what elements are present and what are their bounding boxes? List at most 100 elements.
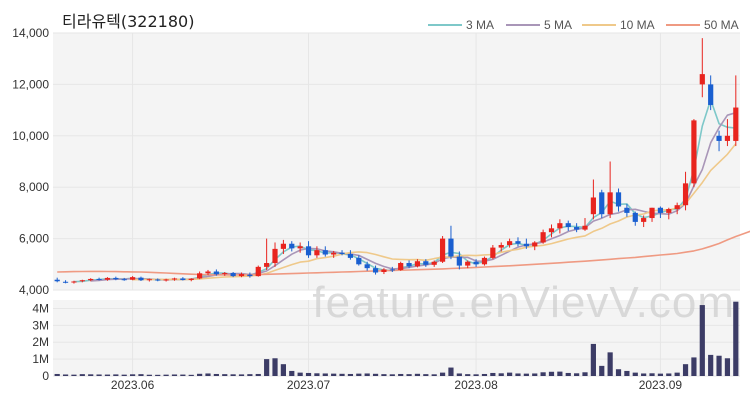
volume-bar xyxy=(104,374,111,376)
volume-bar xyxy=(599,365,605,376)
date-tick-label: 2023.09 xyxy=(639,378,683,392)
volume-bar xyxy=(129,374,136,376)
legend-label-ma5: 5 MA xyxy=(544,18,572,32)
volume-bar xyxy=(381,374,387,376)
candle xyxy=(439,236,446,264)
candle xyxy=(205,269,211,276)
candle-body xyxy=(574,227,580,230)
candle-body xyxy=(632,212,638,222)
volume-bar xyxy=(674,372,680,376)
candle xyxy=(674,202,680,215)
volume-bar xyxy=(113,374,119,376)
candle-body xyxy=(439,238,446,262)
candle-body xyxy=(682,183,689,206)
candle xyxy=(155,278,161,282)
volume-bar xyxy=(507,372,513,376)
candle xyxy=(264,238,270,270)
candle-body xyxy=(222,273,228,275)
candle xyxy=(582,218,588,231)
candle xyxy=(280,239,286,255)
volume-bar xyxy=(523,373,529,376)
candle xyxy=(682,171,689,211)
candle xyxy=(481,256,488,266)
volume-bar xyxy=(96,374,102,376)
price-tick-label: 14,000 xyxy=(12,26,49,40)
candle-body xyxy=(339,252,345,255)
candle xyxy=(255,265,261,277)
candle-body xyxy=(607,192,613,215)
volume-bar xyxy=(180,374,186,376)
volume-bars xyxy=(54,301,739,376)
candle xyxy=(414,259,421,268)
candle-body xyxy=(356,257,362,265)
candle-body xyxy=(490,247,496,258)
candle-body xyxy=(163,279,169,281)
candle xyxy=(180,277,186,281)
candle-body xyxy=(582,225,588,230)
candle xyxy=(197,271,203,280)
candle xyxy=(188,278,194,282)
candle-body xyxy=(180,278,186,280)
volume-bar xyxy=(473,374,479,376)
candle xyxy=(507,238,513,248)
candle xyxy=(716,130,722,152)
candle-body xyxy=(205,271,211,274)
volume-bar xyxy=(716,355,722,376)
x-grid xyxy=(132,33,661,376)
volume-bar xyxy=(607,352,613,376)
volume-bar xyxy=(574,373,580,376)
legend-label-ma3: 3 MA xyxy=(466,18,494,32)
volume-bar xyxy=(699,305,705,376)
volume-bar xyxy=(171,374,178,376)
candle xyxy=(515,237,521,247)
volume-bar xyxy=(733,301,739,376)
candle-body xyxy=(649,207,655,219)
candle xyxy=(347,250,354,260)
volume-bar xyxy=(347,373,354,376)
volume-bar xyxy=(406,374,412,376)
candle-body xyxy=(456,256,462,266)
price-tick-label: 6,000 xyxy=(19,232,49,246)
candle-body xyxy=(498,245,504,248)
volume-bar xyxy=(682,364,689,376)
date-axis-labels: 2023.06 2023.07 2023.08 2023.09 xyxy=(111,378,683,392)
volume-bar xyxy=(289,370,295,376)
candle-body xyxy=(280,243,286,249)
candle-body xyxy=(532,242,538,247)
candle xyxy=(54,277,60,283)
candle-body xyxy=(54,279,60,282)
candle xyxy=(599,189,605,219)
volume-bar xyxy=(666,373,672,376)
candle-body xyxy=(548,228,555,233)
candle-body xyxy=(272,248,278,264)
legend-item-ma10: 10 MA xyxy=(582,18,655,32)
candle-body xyxy=(657,207,664,213)
volume-bar xyxy=(372,373,379,376)
candle xyxy=(289,241,295,252)
candle xyxy=(548,224,555,238)
candle-body xyxy=(62,281,69,283)
candle xyxy=(146,278,152,282)
volume-tick-label: 4M xyxy=(32,301,49,315)
candle-body xyxy=(255,266,261,277)
volume-bar xyxy=(155,374,161,376)
candle-body xyxy=(289,243,295,249)
candle-body xyxy=(674,205,680,210)
volume-bar xyxy=(615,369,622,376)
date-tick-label: 2023.07 xyxy=(287,378,331,392)
legend-item-ma3: 3 MA xyxy=(428,18,494,32)
candle-body xyxy=(230,273,236,277)
candle xyxy=(272,242,278,267)
volume-bar xyxy=(490,372,496,376)
candle-body xyxy=(146,279,152,281)
candle-body xyxy=(716,135,722,141)
candle-body xyxy=(297,246,303,249)
candle-body xyxy=(599,192,605,215)
candle xyxy=(540,229,546,244)
candle-body xyxy=(104,277,111,280)
candle xyxy=(708,75,714,111)
candle xyxy=(490,245,496,260)
volume-bar xyxy=(272,358,278,376)
volume-bar xyxy=(540,372,546,376)
candle xyxy=(381,268,387,275)
